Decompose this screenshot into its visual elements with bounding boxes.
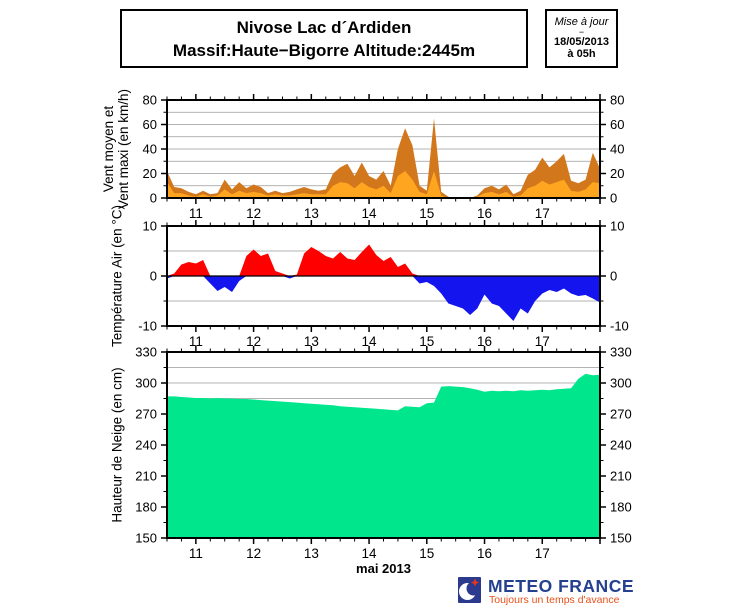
svg-text:12: 12 [246,334,261,349]
wind-axis-label-line1: Vent moyen et [101,105,116,193]
svg-text:0: 0 [610,191,617,206]
svg-text:240: 240 [135,438,157,453]
svg-text:330: 330 [135,345,157,360]
svg-text:60: 60 [143,117,157,132]
snow-area [167,373,600,538]
temperature-chart-svg: 11 12 13 14 15 16 17 -10 -10 0 0 10 10 [138,219,629,350]
wind-chart-svg: 11 12 13 14 15 16 17 0 0 20 20 40 40 60 60 80 80 [143,93,625,222]
temperature-positive-area [167,244,600,276]
svg-text:13: 13 [304,206,319,221]
svg-text:240: 240 [610,438,632,453]
svg-text:11: 11 [189,546,203,561]
svg-text:270: 270 [135,407,157,422]
update-label: Mise à jour [554,16,609,28]
svg-text:60: 60 [610,117,624,132]
snow-chart: 11 12 13 14 15 16 17 150 150 180 180 210 210 240 240 27… [117,343,640,595]
svg-text:330: 330 [610,345,632,360]
svg-text:150: 150 [610,531,632,546]
svg-text:15: 15 [419,334,434,349]
svg-text:300: 300 [135,376,157,391]
svg-text:10: 10 [610,219,624,234]
meteo-france-brand-text: METEO FRANCE [488,576,634,596]
snow-chart-svg: 11 12 13 14 15 16 17 150 150 180 180 210 210 240 240 27… [135,345,632,577]
svg-text:16: 16 [477,206,492,221]
svg-text:15: 15 [419,206,434,221]
svg-text:300: 300 [610,376,632,391]
svg-text:270: 270 [610,407,632,422]
svg-text:14: 14 [362,206,378,221]
svg-text:-10: -10 [138,319,157,334]
svg-text:12: 12 [246,546,261,561]
svg-text:210: 210 [135,469,157,484]
svg-text:20: 20 [610,166,624,181]
temperature-chart: 11 12 13 14 15 16 17 -10 -10 0 0 10 10 [117,217,640,363]
svg-text:17: 17 [535,334,550,349]
meteo-france-logo: METEO FRANCE Toujours un temps d'avance [458,576,718,606]
svg-text:40: 40 [610,142,624,157]
svg-text:13: 13 [304,546,319,561]
wind-area [167,171,600,198]
svg-text:0: 0 [610,269,617,284]
svg-text:13: 13 [304,334,319,349]
svg-text:80: 80 [143,93,157,108]
svg-text:10: 10 [143,219,157,234]
svg-text:17: 17 [535,546,550,561]
meteo-france-logo-icon [458,577,481,603]
svg-text:17: 17 [535,206,550,221]
svg-text:150: 150 [135,531,157,546]
station-title-box: Nivose Lac d´Ardiden Massif:Haute−Bigorr… [120,9,528,68]
update-time: à 05h [567,48,596,60]
meteo-france-tagline: Toujours un temps d'avance [489,594,620,606]
update-dash: − [578,27,585,37]
svg-text:20: 20 [143,166,157,181]
svg-text:14: 14 [362,334,378,349]
wind-chart: 11 12 13 14 15 16 17 0 0 20 20 40 40 60 60 80 80 [117,91,640,235]
svg-text:80: 80 [610,93,624,108]
svg-text:180: 180 [135,500,157,515]
svg-text:180: 180 [610,500,632,515]
svg-text:0: 0 [150,191,157,206]
svg-text:16: 16 [477,546,492,561]
svg-text:11: 11 [189,206,203,221]
station-title-line1: Nivose Lac d´Ardiden [236,18,412,37]
update-date: 18/05/2013 [553,36,610,48]
station-title-line2: Massif:Haute−Bigorre Altitude:2445m [172,41,476,60]
temperature-negative-area [167,276,600,321]
svg-text:16: 16 [477,334,492,349]
update-box: Mise à jour − 18/05/2013 à 05h [545,9,618,68]
svg-text:14: 14 [362,546,378,561]
svg-text:-10: -10 [610,319,629,334]
svg-text:mai 2013: mai 2013 [356,561,411,576]
svg-text:40: 40 [143,142,157,157]
svg-text:210: 210 [610,469,632,484]
svg-text:15: 15 [419,546,434,561]
svg-text:12: 12 [246,206,261,221]
svg-text:0: 0 [150,269,157,284]
svg-text:11: 11 [189,334,203,349]
